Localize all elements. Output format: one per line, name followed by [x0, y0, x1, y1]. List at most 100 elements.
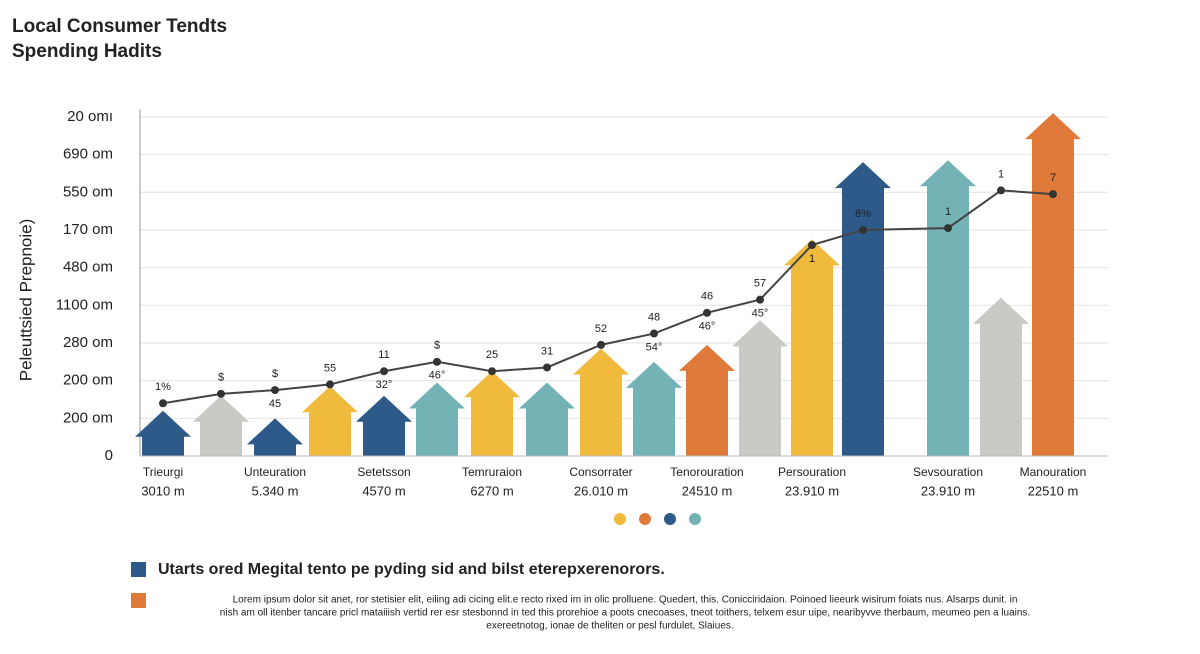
trend-point: [271, 386, 279, 395]
trend-point: [1049, 190, 1057, 199]
trend-point: [326, 380, 334, 389]
trend-point: [380, 367, 388, 376]
arrow-bar: [784, 239, 840, 456]
y-tick-label: 1100 om: [56, 296, 113, 313]
x-tick-label: Setetsson: [357, 465, 410, 479]
point-sublabel: 54°: [646, 341, 663, 353]
x-tick-sublabel: 5.340 m: [252, 483, 299, 498]
point-label: 1%: [155, 381, 171, 393]
x-tick-label: Consorrater: [569, 465, 632, 479]
y-tick-label: 280 om: [63, 334, 113, 351]
point-label: $: [434, 340, 440, 352]
point-sublabel: 32°: [376, 379, 393, 391]
arrow-bar: [835, 162, 891, 456]
point-label: $: [272, 368, 278, 380]
arrow-bar: [464, 371, 520, 456]
point-label: 48: [648, 311, 660, 323]
y-tick-label: 690 om: [63, 146, 113, 163]
legend-dot: [639, 513, 651, 525]
trend-point: [433, 357, 441, 366]
point-sublabel: 1: [809, 253, 815, 265]
arrow-bar: [679, 344, 735, 456]
arrow-bar: [519, 382, 575, 456]
trend-point: [159, 399, 167, 408]
note-marker: [131, 562, 146, 577]
trend-point: [997, 186, 1005, 195]
x-tick-sublabel: 4570 m: [362, 483, 405, 498]
point-label: 31: [541, 345, 553, 357]
trend-point: [217, 389, 225, 398]
x-tick-sublabel: 24510 m: [682, 483, 733, 498]
point-label: 57: [754, 278, 766, 290]
trend-point: [859, 225, 867, 234]
title-line: Local Consumer Tendts: [12, 16, 227, 37]
x-tick-sublabel: 3010 m: [141, 483, 184, 498]
point-label: 55: [324, 362, 336, 374]
arrow-bar: [302, 386, 358, 456]
trend-point: [703, 308, 711, 317]
arrow-bar: [732, 320, 788, 456]
arrow-bar: [409, 382, 465, 456]
arrow-bar: [193, 395, 249, 456]
trend-point: [756, 295, 764, 304]
point-label: 11: [378, 349, 389, 361]
point-label: 8%: [855, 208, 871, 220]
point-label: 1: [998, 168, 1004, 180]
note-heading: Utarts ored Megital tento pe pyding sid …: [158, 561, 665, 578]
x-tick-label: Sevsouration: [913, 465, 983, 479]
y-tick-label: 200 om: [63, 372, 113, 389]
point-label: 52: [595, 323, 607, 335]
point-label: 25: [486, 349, 498, 361]
arrow-bar: [920, 160, 976, 457]
trend-point: [944, 224, 952, 233]
y-tick-label: 20 omı: [67, 108, 113, 125]
x-tick-label: Trieurgi: [143, 465, 183, 479]
trend-point: [543, 363, 551, 372]
arrow-bar: [356, 395, 412, 456]
x-tick-sublabel: 6270 m: [470, 483, 513, 498]
y-axis-label: Peleuttsied Prepnoie): [16, 219, 35, 382]
arrow-bar: [247, 418, 303, 456]
arrow-bar: [135, 410, 191, 456]
x-tick-sublabel: 23.910 m: [921, 483, 975, 498]
x-tick-label: Unteuration: [244, 465, 306, 479]
x-tick-sublabel: 26.010 m: [574, 483, 628, 498]
y-tick-label: 480 om: [63, 259, 113, 276]
x-tick-label: Manouration: [1020, 465, 1087, 479]
arrow-bar: [573, 348, 629, 456]
note-marker: [131, 593, 146, 608]
arrow-bar: [973, 297, 1029, 456]
note-body: exereetnotog, ionae de theliten or pesl …: [486, 621, 733, 632]
point-sublabel: 46°: [429, 370, 446, 382]
point-sublabel: 45: [269, 398, 281, 410]
trend-point: [808, 241, 816, 250]
note-body: Lorem ipsum dolor sit anet, ror stetisie…: [233, 595, 1018, 606]
legend-dot: [664, 513, 676, 525]
point-label: $: [218, 372, 224, 384]
y-tick-label: 200 om: [63, 409, 113, 426]
x-tick-sublabel: 23.910 m: [785, 483, 839, 498]
y-tick-label: 170 om: [63, 221, 113, 238]
y-tick-label: 0: [105, 447, 113, 464]
point-label: 46: [701, 291, 713, 303]
note-body: nish am oll itenber tancare pricl mataii…: [220, 608, 1030, 619]
y-tick-label: 550 om: [63, 183, 113, 200]
point-label: 7: [1050, 172, 1056, 184]
legend-dot: [689, 513, 701, 525]
point-sublabel: 46°: [699, 321, 716, 333]
arrow-bar: [1025, 113, 1081, 456]
x-tick-label: Tenorouration: [670, 465, 743, 479]
x-tick-label: Temruraion: [462, 465, 522, 479]
x-tick-label: Persouration: [778, 465, 846, 479]
title-line: Spending Hadits: [12, 41, 162, 62]
trend-point: [650, 329, 658, 338]
x-tick-sublabel: 22510 m: [1028, 483, 1079, 498]
trend-point: [597, 340, 605, 349]
legend-dot: [614, 513, 626, 525]
arrow-bar: [626, 361, 682, 456]
point-label: 1: [945, 206, 951, 218]
point-sublabel: 45°: [752, 308, 769, 320]
trend-point: [488, 367, 496, 376]
